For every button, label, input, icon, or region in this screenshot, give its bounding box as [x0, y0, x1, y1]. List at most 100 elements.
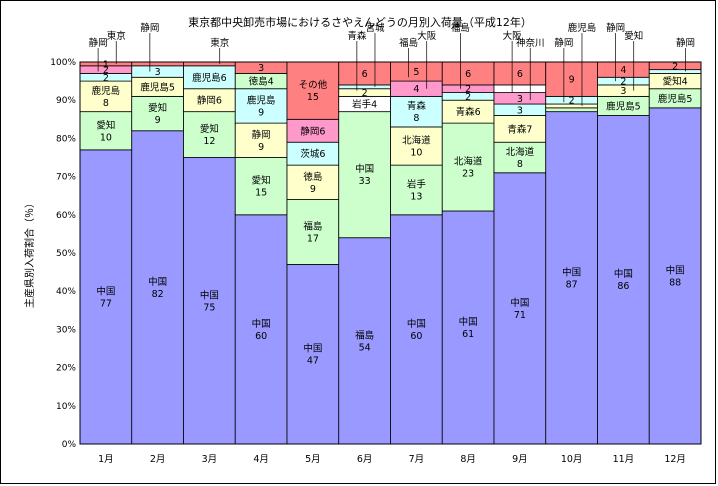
bar-segment-label: 87 — [566, 279, 578, 290]
x-tick-label: 3月 — [202, 454, 218, 465]
bar-segment-label: 北海道 — [506, 146, 535, 158]
x-tick-label: 11月 — [613, 454, 635, 465]
y-tick-label: 90% — [56, 96, 76, 106]
x-tick-label: 8月 — [460, 454, 476, 465]
bar-segment-label: 3 — [517, 94, 523, 105]
bar-segment — [286, 264, 340, 445]
y-tick-label: 10% — [56, 402, 76, 412]
bar-segment-label: 88 — [669, 277, 681, 288]
bar-segment-label: 静岡6 — [197, 95, 222, 107]
bar-segment-label: 77 — [100, 298, 112, 309]
bar-segment — [79, 149, 133, 445]
bar-segment-label: 中国 — [459, 316, 478, 328]
bar-segment-label: 3 — [258, 63, 264, 74]
bar-segment-label: 青森7 — [507, 123, 532, 135]
bar-segment-label: 2 — [569, 96, 575, 107]
bar-segment — [234, 214, 288, 445]
bar-segment-label: 鹿児島6 — [192, 72, 227, 84]
bar-segment — [338, 84, 391, 90]
bar-segment-label: 中国 — [666, 264, 685, 276]
bar-segment — [131, 130, 184, 445]
bar-segment-label: 86 — [617, 281, 629, 292]
bar-segment-label: 中国 — [510, 297, 529, 309]
plot-area-border — [79, 61, 702, 445]
bar-segment-label: 6 — [517, 69, 523, 80]
bar-segment-label: 愛知4 — [663, 76, 688, 88]
bars: 中国77愛知10鹿児島8221中国82愛知9鹿児島53中国75愛知12静岡6鹿児… — [79, 59, 702, 445]
bar-segment-label: 15 — [307, 92, 319, 103]
bar-segment-label: 9 — [258, 142, 264, 153]
callout-label: 静岡 — [606, 22, 625, 34]
bar-segment-label: 6 — [465, 69, 471, 80]
bar-segment-label: 9 — [569, 75, 575, 86]
bar-segment-label: 中国 — [407, 318, 426, 330]
bar-segment-label: 2 — [465, 84, 471, 95]
callout-label: 静岡 — [676, 37, 695, 49]
bar-segment — [493, 172, 547, 445]
bar-segment-label: 中国 — [148, 276, 167, 288]
bar-segment-label: 6 — [362, 69, 368, 80]
bar-segment-label: 2 — [362, 88, 368, 99]
y-tick-label: 40% — [56, 287, 76, 297]
bar-segment-label: 中国 — [562, 266, 581, 278]
bar-segment — [493, 141, 547, 174]
bar-segment-label: 9 — [258, 107, 264, 118]
bar-segment-label: 2 — [672, 61, 678, 72]
callout-label: 宮城 — [365, 22, 385, 34]
callout-label: 東京 — [107, 30, 126, 42]
callout-label: 鹿児島 — [568, 22, 597, 34]
y-tick-label: 80% — [56, 134, 76, 144]
bar-segment-label: 中国 — [303, 343, 322, 355]
bar-segment — [234, 157, 288, 216]
bar-segment-label: 愛知 — [200, 123, 219, 135]
bar-segment — [441, 122, 495, 212]
bar-segment — [183, 61, 236, 67]
bar-segment-label: 71 — [514, 310, 526, 321]
bar-segment-label: 10 — [100, 132, 112, 143]
bar-segment — [390, 214, 443, 445]
bar-segment-label: 2 — [620, 77, 626, 88]
callout-label: 大阪 — [417, 30, 437, 42]
bar-segment-label: 鹿児島5 — [658, 93, 693, 105]
bar-segment-label: 鹿児島 — [92, 85, 121, 97]
bar-segment-label: 鹿児島5 — [606, 100, 641, 112]
bar-segment — [390, 126, 443, 166]
bar-segment-label: 愛知 — [148, 102, 167, 114]
bar-segment-label: 3 — [155, 67, 161, 78]
bar-segment-label: その他 — [299, 79, 328, 91]
callout-label: 静岡 — [89, 37, 108, 49]
bar-segment-label: 75 — [203, 302, 215, 313]
callout-label: 福島 — [451, 22, 470, 34]
bar-segment-label: 福島 — [355, 329, 374, 341]
callout-label: 大阪 — [503, 30, 523, 42]
bar-segment — [545, 61, 598, 97]
bar-segment-label: 中国 — [252, 318, 271, 330]
bar-segment-label: 5 — [413, 67, 419, 78]
bar-segment-label: 3 — [517, 105, 523, 116]
x-tick-label: 4月 — [253, 454, 269, 465]
bar-segment-label: 4 — [413, 84, 419, 95]
bar-segment — [338, 111, 391, 239]
bar-segment — [648, 107, 702, 445]
x-tick-label: 12月 — [664, 454, 686, 465]
bar-segment-label: 9 — [155, 115, 161, 126]
y-tick-label: 70% — [56, 173, 76, 183]
bar-segment-label: 岩手 — [407, 178, 427, 190]
callout-label: 東京 — [210, 37, 229, 49]
bar-segment — [338, 237, 391, 445]
bar-segment-label: 8 — [517, 159, 523, 170]
bar-segment-label: 82 — [152, 289, 164, 300]
bar-segment-label: 徳島4 — [249, 76, 274, 88]
callout-label: 福島 — [399, 37, 418, 49]
x-tick-label: 6月 — [357, 454, 373, 465]
bar-segment — [390, 164, 443, 216]
bar-segment-label: 北海道 — [402, 135, 431, 147]
y-tick-label: 50% — [56, 249, 76, 259]
x-tick-label: 1月 — [98, 454, 114, 465]
y-tick-label: 60% — [56, 211, 76, 221]
callout-label: 愛知 — [624, 30, 643, 42]
bar-segment-label: 47 — [307, 356, 319, 367]
bar-segment-label: 10 — [410, 148, 422, 159]
bar-segment-label: 1 — [103, 59, 109, 70]
